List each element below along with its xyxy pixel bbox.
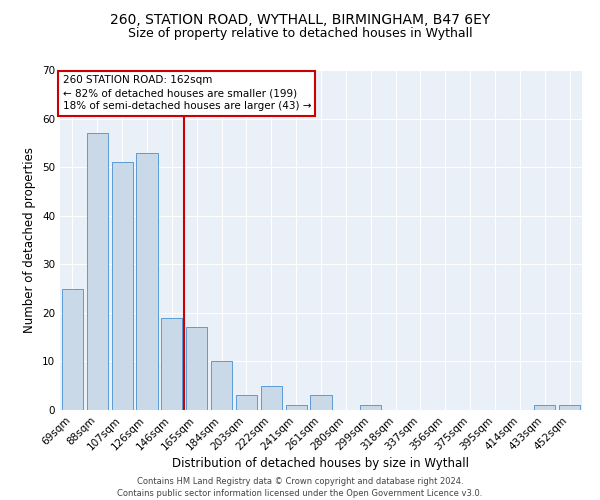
Text: 260, STATION ROAD, WYTHALL, BIRMINGHAM, B47 6EY: 260, STATION ROAD, WYTHALL, BIRMINGHAM, …: [110, 12, 490, 26]
Bar: [286, 405, 307, 410]
Bar: [211, 362, 232, 410]
Bar: [62, 288, 83, 410]
Bar: [161, 318, 182, 410]
Bar: [186, 328, 207, 410]
Bar: [360, 405, 381, 410]
Text: 260 STATION ROAD: 162sqm
← 82% of detached houses are smaller (199)
18% of semi-: 260 STATION ROAD: 162sqm ← 82% of detach…: [62, 75, 311, 112]
Bar: [136, 152, 158, 410]
Bar: [112, 162, 133, 410]
Bar: [87, 133, 108, 410]
Bar: [310, 396, 332, 410]
Text: Size of property relative to detached houses in Wythall: Size of property relative to detached ho…: [128, 28, 472, 40]
Bar: [236, 396, 257, 410]
X-axis label: Distribution of detached houses by size in Wythall: Distribution of detached houses by size …: [173, 458, 470, 470]
Bar: [261, 386, 282, 410]
Y-axis label: Number of detached properties: Number of detached properties: [23, 147, 37, 333]
Bar: [559, 405, 580, 410]
Bar: [534, 405, 555, 410]
Text: Contains HM Land Registry data © Crown copyright and database right 2024.
Contai: Contains HM Land Registry data © Crown c…: [118, 476, 482, 498]
